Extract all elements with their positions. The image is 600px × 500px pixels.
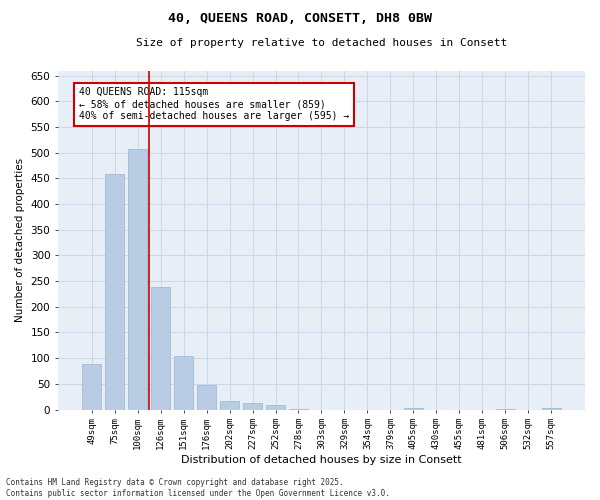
Bar	[174, 356, 193, 410]
X-axis label: Distribution of detached houses by size in Consett: Distribution of detached houses by size …	[181, 455, 462, 465]
Bar	[289, 408, 308, 410]
Bar	[105, 174, 124, 410]
Text: 40 QUEENS ROAD: 115sqm
← 58% of detached houses are smaller (859)
40% of semi-de: 40 QUEENS ROAD: 115sqm ← 58% of detached…	[79, 88, 349, 120]
Bar	[266, 406, 285, 409]
Bar	[220, 401, 239, 409]
Bar	[151, 288, 170, 410]
Bar	[128, 149, 148, 409]
Bar	[496, 408, 515, 410]
Title: Size of property relative to detached houses in Consett: Size of property relative to detached ho…	[136, 38, 507, 48]
Text: Contains HM Land Registry data © Crown copyright and database right 2025.
Contai: Contains HM Land Registry data © Crown c…	[6, 478, 390, 498]
Bar	[404, 408, 423, 410]
Y-axis label: Number of detached properties: Number of detached properties	[15, 158, 25, 322]
Text: 40, QUEENS ROAD, CONSETT, DH8 0BW: 40, QUEENS ROAD, CONSETT, DH8 0BW	[168, 12, 432, 26]
Bar	[243, 403, 262, 409]
Bar	[82, 364, 101, 410]
Bar	[542, 408, 561, 410]
Bar	[197, 385, 217, 409]
